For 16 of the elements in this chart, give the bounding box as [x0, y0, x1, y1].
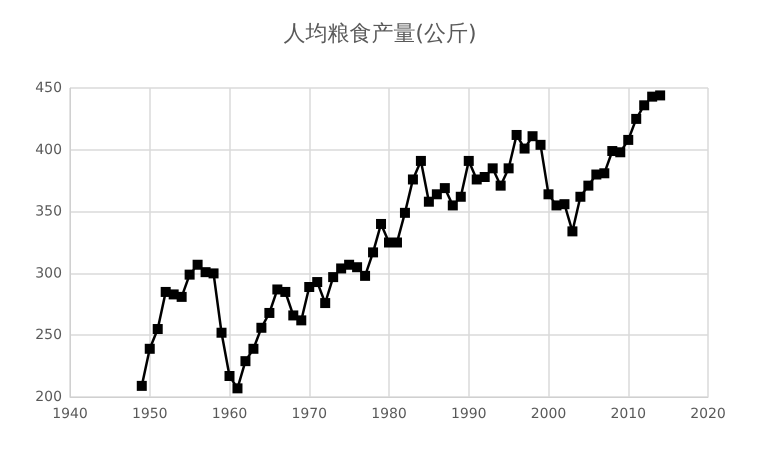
x-tick-label: 2020	[690, 406, 726, 422]
x-tick-label: 1980	[371, 406, 407, 422]
y-tick-label: 250	[35, 327, 62, 344]
y-tick-label: 450	[35, 80, 62, 96]
chart-title: 人均粮食产量(公斤)	[283, 22, 477, 46]
x-tick-label: 2010	[610, 406, 646, 422]
y-tick-label: 300	[35, 265, 62, 282]
x-tick-label: 1960	[212, 406, 248, 422]
x-tick-label: 1990	[450, 406, 487, 422]
y-tick-label: 200	[35, 389, 62, 405]
x-tick-label: 1970	[291, 406, 328, 422]
x-tick-label: 2000	[530, 406, 566, 422]
y-tick-label: 350	[35, 204, 62, 220]
y-tick-label: 400	[35, 142, 62, 158]
x-tick-label: 1940	[52, 406, 88, 422]
x-tick-label: 1950	[132, 406, 168, 422]
